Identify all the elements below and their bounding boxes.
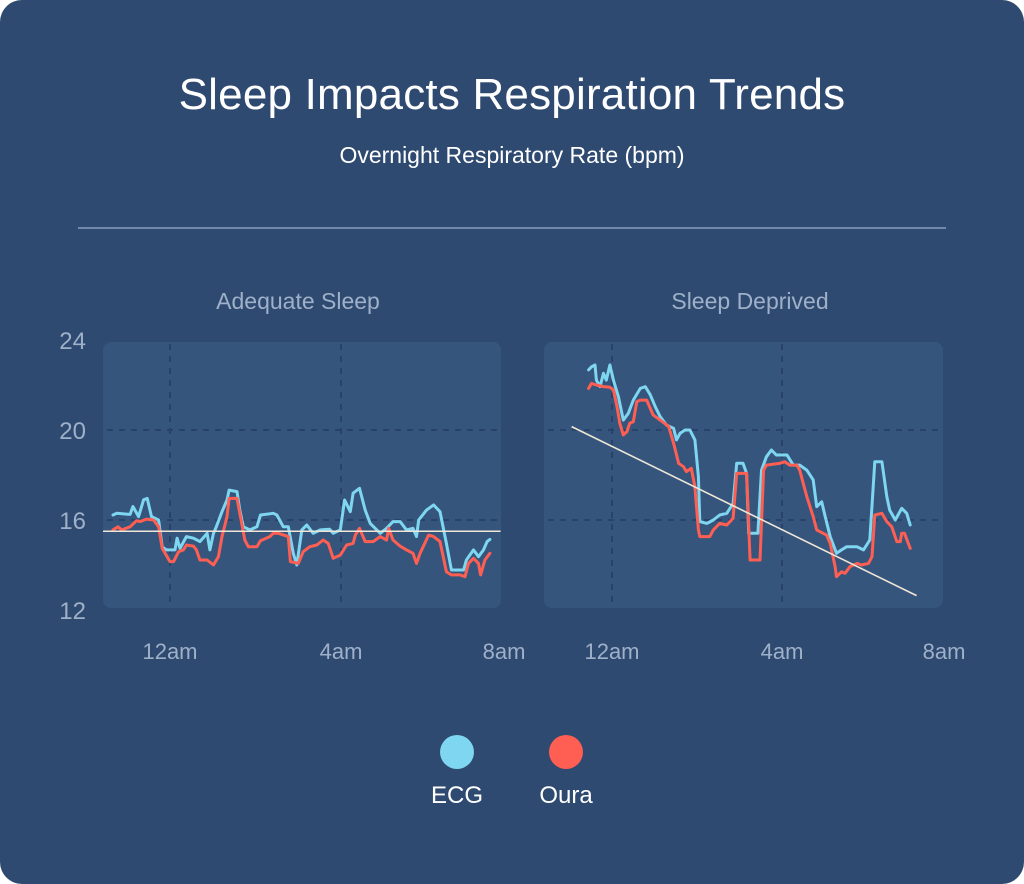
x-tick-label: 8am: [923, 639, 966, 664]
plot-area: [544, 342, 943, 608]
y-tick-label: 20: [59, 418, 86, 445]
panel-title: Sleep Deprived: [671, 288, 828, 314]
y-tick-label: 12: [59, 598, 86, 625]
x-tick-label: 4am: [320, 639, 363, 664]
x-tick-label: 12am: [142, 639, 197, 664]
x-tick-label: 4am: [761, 639, 804, 664]
legend-marker-oura: [549, 735, 583, 769]
legend-marker-ecg: [440, 735, 474, 769]
legend-label-ecg: ECG: [430, 782, 483, 809]
chart-title: Sleep Impacts Respiration Trends: [178, 70, 846, 119]
series-line-ecg: [111, 486, 492, 572]
series-line-oura: [111, 496, 492, 579]
panel-title: Adequate Sleep: [216, 288, 380, 314]
trend-line: [571, 425, 917, 597]
x-tick-label: 12am: [584, 639, 639, 664]
plot-area: [103, 342, 501, 608]
divider: [78, 227, 946, 229]
legend-label-oura: Oura: [539, 782, 593, 809]
y-tick-label: 16: [59, 508, 86, 535]
chart-subtitle: Overnight Respiratory Rate (bpm): [339, 142, 685, 168]
series-line-oura: [587, 381, 912, 579]
y-tick-label: 24: [59, 328, 86, 355]
x-tick-label: 8am: [483, 639, 526, 664]
